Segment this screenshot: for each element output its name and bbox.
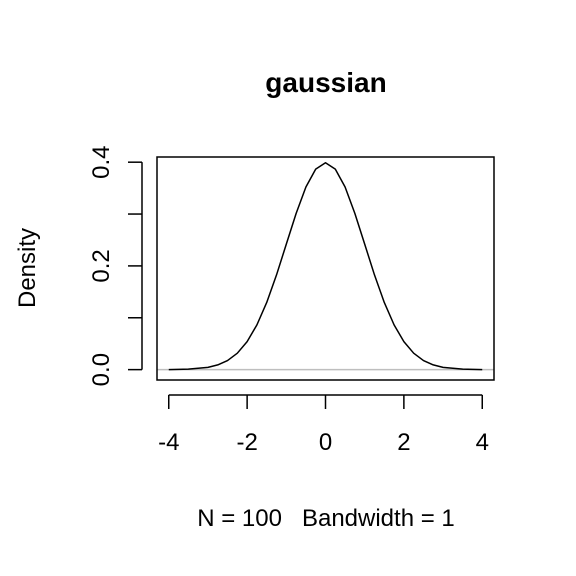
series-layer xyxy=(168,162,483,371)
y-tick-label: 0.0 xyxy=(88,353,115,386)
y-tick-label: 0.4 xyxy=(88,145,115,178)
x-tick-label: -2 xyxy=(236,429,257,456)
y-axis-label: Density xyxy=(14,228,41,308)
plot-box xyxy=(156,156,495,381)
density-curve xyxy=(168,162,483,371)
y-axis: 0.0 0.2 0.4 xyxy=(88,145,143,386)
x-tick-label: 4 xyxy=(476,429,489,456)
y-tick-label: 0.2 xyxy=(88,249,115,282)
x-tick-label: 2 xyxy=(397,429,410,456)
x-axis: -4 -2 0 2 4 xyxy=(158,394,489,456)
chart-title: gaussian xyxy=(265,67,386,98)
x-tick-label: 0 xyxy=(319,429,332,456)
x-axis-label: N = 100 Bandwidth = 1 xyxy=(197,505,455,532)
x-tick-label: -4 xyxy=(158,429,179,456)
